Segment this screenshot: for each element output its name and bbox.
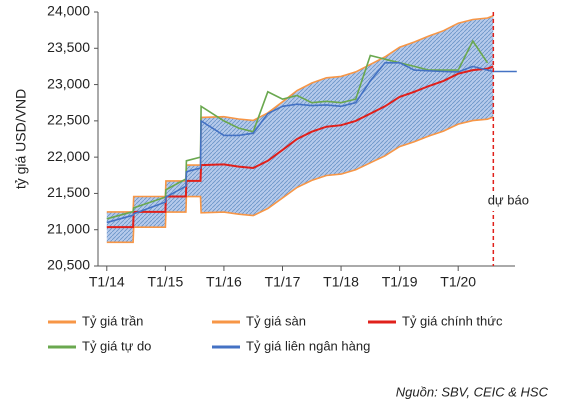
series-line xyxy=(106,116,494,244)
y-tick-label: 22,000 xyxy=(47,148,90,164)
x-tick-label: T1/16 xyxy=(206,274,242,290)
x-tick-label: T1/17 xyxy=(265,274,301,290)
legend-label: Tỷ giá sàn xyxy=(246,313,306,328)
series-line xyxy=(106,39,489,220)
legend-label: Tỷ giá tự do xyxy=(82,338,151,353)
legend-label: Tỷ giá chính thức xyxy=(402,313,503,328)
y-tick-label: 23,500 xyxy=(47,39,90,55)
forecast-label-bg xyxy=(487,191,530,211)
x-tick-label: T1/20 xyxy=(440,274,476,290)
y-tick-label: 21,000 xyxy=(47,220,90,236)
x-tick-label: T1/19 xyxy=(382,274,418,290)
y-tick-label: 22,500 xyxy=(47,112,90,128)
legend-label: Tỷ giá liên ngân hàng xyxy=(246,338,370,353)
y-axis-label: tỷ giá USD/VND xyxy=(13,89,29,189)
band-fill xyxy=(106,15,494,243)
series-line xyxy=(106,15,494,213)
y-tick-label: 24,000 xyxy=(47,3,90,19)
x-tick-label: T1/18 xyxy=(323,274,359,290)
x-tick-label: T1/14 xyxy=(89,274,125,290)
forecast-label: dự báo xyxy=(488,192,529,207)
y-tick-label: 21,500 xyxy=(47,184,90,200)
series-line xyxy=(106,65,494,229)
source: Nguồn: SBV, CEIC & HSC xyxy=(396,384,549,399)
y-tick-label: 20,500 xyxy=(47,257,90,273)
y-tick-label: 23,000 xyxy=(47,75,90,91)
series-line xyxy=(106,62,517,224)
x-tick-label: T1/15 xyxy=(147,274,183,290)
legend-label: Tỷ giá trần xyxy=(82,313,143,328)
